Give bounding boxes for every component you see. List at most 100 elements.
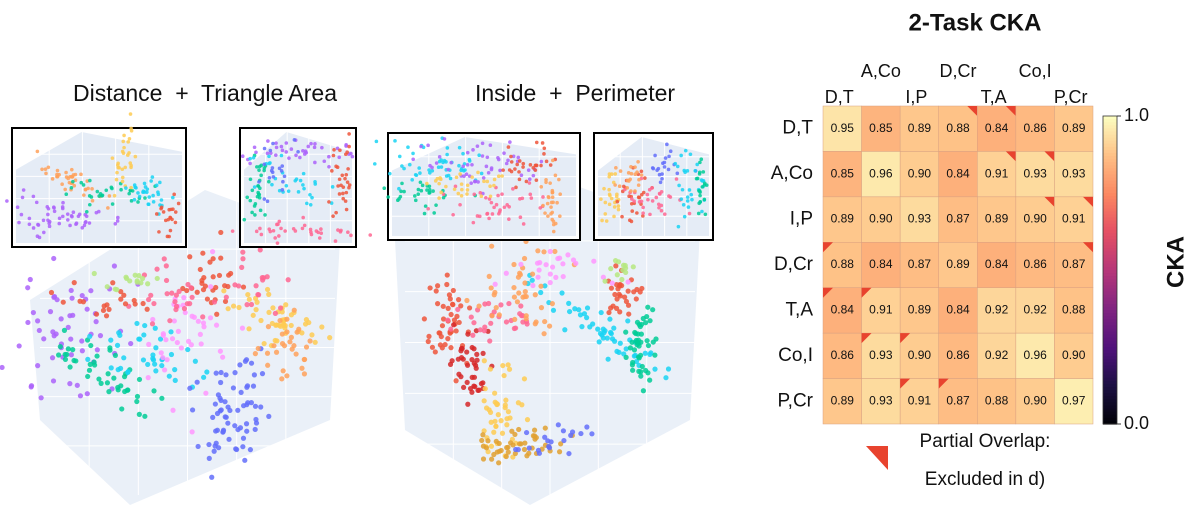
scatter-dot <box>611 325 617 331</box>
scatter-dot <box>251 155 256 160</box>
scatter-dot <box>279 331 285 337</box>
scatter-dot <box>529 271 536 277</box>
scatter-dot <box>254 229 259 234</box>
scatter-dot <box>523 316 529 322</box>
scatter-dot <box>615 192 619 197</box>
scatter-dot <box>279 376 285 382</box>
colorbar-swatch <box>1103 162 1117 166</box>
scatter-dot <box>522 289 528 295</box>
scatter-dot <box>265 199 270 203</box>
scatter-dot <box>306 144 311 149</box>
scatter-dot <box>259 232 264 237</box>
scatter-dot <box>225 306 231 312</box>
col-label: I,P <box>905 87 927 107</box>
scatter-dot <box>529 196 534 200</box>
scatter-dot <box>480 432 486 438</box>
scatter-dot <box>213 322 220 328</box>
overlap-marker <box>1083 242 1093 253</box>
scatter-dot <box>507 415 513 421</box>
scatter-dot <box>226 272 232 278</box>
scatter-dot <box>577 312 584 318</box>
scatter-dot <box>418 171 422 175</box>
scatter-dot <box>246 326 252 332</box>
scatter-dot <box>200 320 207 326</box>
row-label: D,Cr <box>774 254 814 275</box>
scatter-dot <box>491 309 497 315</box>
scatter-dot <box>210 249 216 255</box>
scatter-dot <box>512 316 518 323</box>
scatter-dot <box>633 296 639 302</box>
scatter-dot <box>255 345 261 352</box>
scatter-dot <box>559 290 565 296</box>
scatter-dot <box>488 285 494 291</box>
scatter-dot <box>270 182 274 187</box>
scatter-dot <box>161 256 167 262</box>
scatter-dot <box>683 148 688 153</box>
cell-label: 0.91 <box>908 393 932 407</box>
scatter-dot <box>152 325 158 331</box>
colorbar-swatch <box>1103 291 1117 296</box>
scatter-dot <box>511 294 518 300</box>
scatter-dot <box>280 368 286 374</box>
scatter-dot <box>488 320 494 326</box>
scatter-dot <box>154 212 159 216</box>
scatter-dot <box>121 355 127 361</box>
scatter-dot <box>298 155 302 160</box>
scatter-dot <box>36 223 41 227</box>
scatter-dot <box>285 277 291 283</box>
scatter-dot <box>347 144 351 149</box>
scatter-dot <box>88 288 94 294</box>
scatter-dot <box>244 302 250 308</box>
scatter-dot <box>675 164 680 169</box>
colorbar-swatch <box>1103 334 1117 339</box>
scatter-dot <box>226 436 232 442</box>
scatter-dot <box>465 150 470 155</box>
scatter-dot <box>477 327 483 333</box>
scatter-dot <box>68 287 74 294</box>
heatmap-cell <box>1054 332 1094 379</box>
colorbar-swatch <box>1103 417 1117 422</box>
scatter-dot <box>28 383 35 389</box>
scatter-dot <box>170 407 176 413</box>
scatter-dot <box>444 281 450 288</box>
scatter-dot <box>206 441 212 448</box>
scatter-dot <box>620 267 626 273</box>
scatter-dot <box>61 327 68 333</box>
scatter-dot <box>252 426 258 433</box>
scatter-dot <box>512 450 518 457</box>
scatter-dot <box>489 456 495 462</box>
scatter-dot <box>470 332 476 338</box>
scatter-dot <box>410 178 414 182</box>
scatter-dot <box>303 344 310 350</box>
scatter-dot <box>172 377 178 383</box>
scatter-dot <box>189 407 196 413</box>
scatter-dot <box>288 334 294 340</box>
scatter-dot <box>68 336 74 342</box>
scatter-dot <box>617 282 623 288</box>
scatter-dot <box>609 280 615 286</box>
scatter-dot <box>16 343 22 349</box>
scatter-dot <box>528 192 533 197</box>
scatter-dot <box>528 163 533 167</box>
scatter-dot <box>510 442 516 448</box>
scatter-dot <box>451 317 458 323</box>
scatter-dot <box>500 174 504 178</box>
heatmap-cell <box>899 287 939 334</box>
scatter-dot <box>171 195 175 200</box>
scatter-dot <box>93 311 100 317</box>
cell-label: 0.91 <box>1062 212 1086 226</box>
colorbar-swatch <box>1103 248 1117 253</box>
scatter-dot <box>147 195 152 199</box>
scatter-dot <box>498 418 504 424</box>
scatter-dot <box>490 212 495 216</box>
scatter-dot <box>149 321 156 327</box>
scatter-dot <box>487 216 491 221</box>
scatter-dot <box>650 199 655 203</box>
scatter-dot <box>533 434 539 441</box>
colorbar-swatch <box>1103 374 1117 379</box>
scatter-dot <box>121 374 128 380</box>
scatter-dot <box>132 183 137 187</box>
scatter-dot <box>169 336 176 342</box>
scatter-dot <box>218 407 224 413</box>
colorbar-swatch <box>1103 362 1117 367</box>
